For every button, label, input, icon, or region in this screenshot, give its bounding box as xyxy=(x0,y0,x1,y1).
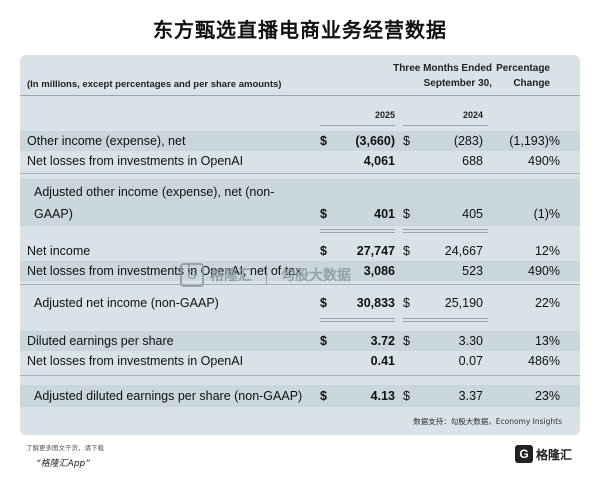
table-row: Adjusted net income (non-GAAP) $ 30,833 … xyxy=(20,291,580,315)
value-2024: 3.37 xyxy=(458,389,483,403)
currency-symbol: $ xyxy=(403,296,410,310)
row-label: Adjusted diluted earnings per share (non… xyxy=(34,389,303,403)
currency-symbol: $ xyxy=(320,296,327,310)
row-label: Diluted earnings per share xyxy=(27,334,174,348)
double-rule xyxy=(403,229,488,230)
value-2025: 4.13 xyxy=(370,389,395,403)
currency-symbol: $ xyxy=(403,389,410,403)
row-label-line1: Adjusted other income (expense), net (no… xyxy=(34,185,275,199)
footer-app-name[interactable]: “格隆汇App” xyxy=(36,459,90,469)
brand-logo-icon: G xyxy=(514,445,533,463)
value-2025: 30,833 xyxy=(356,296,395,310)
table-row: Net losses from investments in OpenAI 4,… xyxy=(20,151,580,171)
value-2025: 27,747 xyxy=(356,244,395,258)
value-2025: (3,660) xyxy=(355,134,395,148)
row-label-line2: GAAP) xyxy=(34,207,73,221)
pct-header-line2: Change xyxy=(513,78,550,89)
units-note: (In millions, except percentages and per… xyxy=(27,79,282,90)
year-rule-2025 xyxy=(320,125,395,126)
value-2024: 0.07 xyxy=(458,354,483,368)
double-rule xyxy=(320,321,395,322)
brand-logo: G 格隆汇 xyxy=(514,445,572,463)
table-row: Net losses from investments in OpenAI, n… xyxy=(20,261,580,281)
value-2024: 25,190 xyxy=(444,296,483,310)
period-header-line1: Three Months Ended xyxy=(393,63,492,74)
row-divider xyxy=(20,173,580,174)
currency-symbol: $ xyxy=(403,334,410,348)
pct-change: 490% xyxy=(528,264,560,278)
period-header-line2: September 30, xyxy=(423,78,492,89)
row-divider xyxy=(20,284,580,285)
page-title: 东方甄选直播电商业务经营数据 xyxy=(153,18,447,42)
value-2024: 688 xyxy=(462,154,483,168)
pct-change: 490% xyxy=(528,154,560,168)
watermark-brand: 格隆汇 xyxy=(210,268,252,284)
year-2025: 2025 xyxy=(374,110,395,120)
pct-change: 12% xyxy=(534,244,560,258)
currency-symbol: $ xyxy=(320,334,327,348)
row-label: Net losses from investments in OpenAI, n… xyxy=(27,264,302,278)
double-rule xyxy=(320,318,395,319)
value-2024: (283) xyxy=(453,134,483,148)
pct-header-line1: Percentage xyxy=(496,63,550,74)
table-row: Net losses from investments in OpenAI 0.… xyxy=(20,351,580,371)
value-2025: 4,061 xyxy=(363,154,395,168)
row-label: Other income (expense), net xyxy=(27,134,186,148)
row-divider xyxy=(20,375,580,376)
table-row: Adjusted other income (expense), net (no… xyxy=(20,179,580,226)
value-2024: 523 xyxy=(462,264,483,278)
table-row: Other income (expense), net $ (3,660) $ … xyxy=(20,131,580,151)
double-rule xyxy=(403,232,488,233)
value-2025: 0.41 xyxy=(370,354,395,368)
data-source: 数据支持：勾股大数据，Economy Insights xyxy=(413,417,562,426)
value-2024: 24,667 xyxy=(444,244,483,258)
double-rule xyxy=(403,318,488,319)
value-2025: 3,086 xyxy=(363,264,395,278)
double-rule xyxy=(320,229,395,230)
watermark-data: 勾股大数据 xyxy=(281,268,351,284)
pct-change: 23% xyxy=(534,389,560,403)
table-row: Diluted earnings per share $ 3.72 $ 3.30… xyxy=(20,331,580,351)
value-2024: 3.30 xyxy=(458,334,483,348)
pct-change: 486% xyxy=(528,354,560,368)
financial-table: (In millions, except percentages and per… xyxy=(20,55,580,435)
row-label: Adjusted net income (non-GAAP) xyxy=(34,296,219,310)
currency-symbol: $ xyxy=(403,244,410,258)
table-row: Net income $ 27,747 $ 24,667 12% xyxy=(20,241,580,261)
row-label: Net income xyxy=(27,244,91,258)
year-rule-2024 xyxy=(403,125,488,126)
pct-change: 13% xyxy=(534,334,560,348)
pct-change: 22% xyxy=(534,296,560,310)
watermark-divider xyxy=(266,265,267,285)
row-label: Net losses from investments in OpenAI xyxy=(27,154,244,168)
currency-symbol: $ xyxy=(403,207,410,221)
brand-logo-text: 格隆汇 xyxy=(535,447,572,462)
currency-symbol: $ xyxy=(320,389,327,403)
header-rule xyxy=(20,95,580,96)
value-2025: 3.72 xyxy=(370,334,395,348)
row-label: Net losses from investments in OpenAI xyxy=(27,354,244,368)
double-rule xyxy=(320,232,395,233)
pct-change: (1)% xyxy=(533,207,560,221)
watermark: G 格隆汇 勾股大数据 xyxy=(180,263,351,287)
value-2025: 401 xyxy=(374,207,395,221)
footer-download-note: 了解更多图文干货，请下载 xyxy=(26,444,104,452)
currency-symbol: $ xyxy=(403,134,410,148)
year-2024: 2024 xyxy=(462,110,483,120)
double-rule xyxy=(403,321,488,322)
table-row: Adjusted diluted earnings per share (non… xyxy=(20,385,580,407)
watermark-logo-icon: G xyxy=(180,263,204,287)
currency-symbol: $ xyxy=(320,244,327,258)
currency-symbol: $ xyxy=(320,134,327,148)
pct-change: (1,193)% xyxy=(509,134,560,148)
value-2024: 405 xyxy=(462,207,483,221)
currency-symbol: $ xyxy=(320,207,327,221)
